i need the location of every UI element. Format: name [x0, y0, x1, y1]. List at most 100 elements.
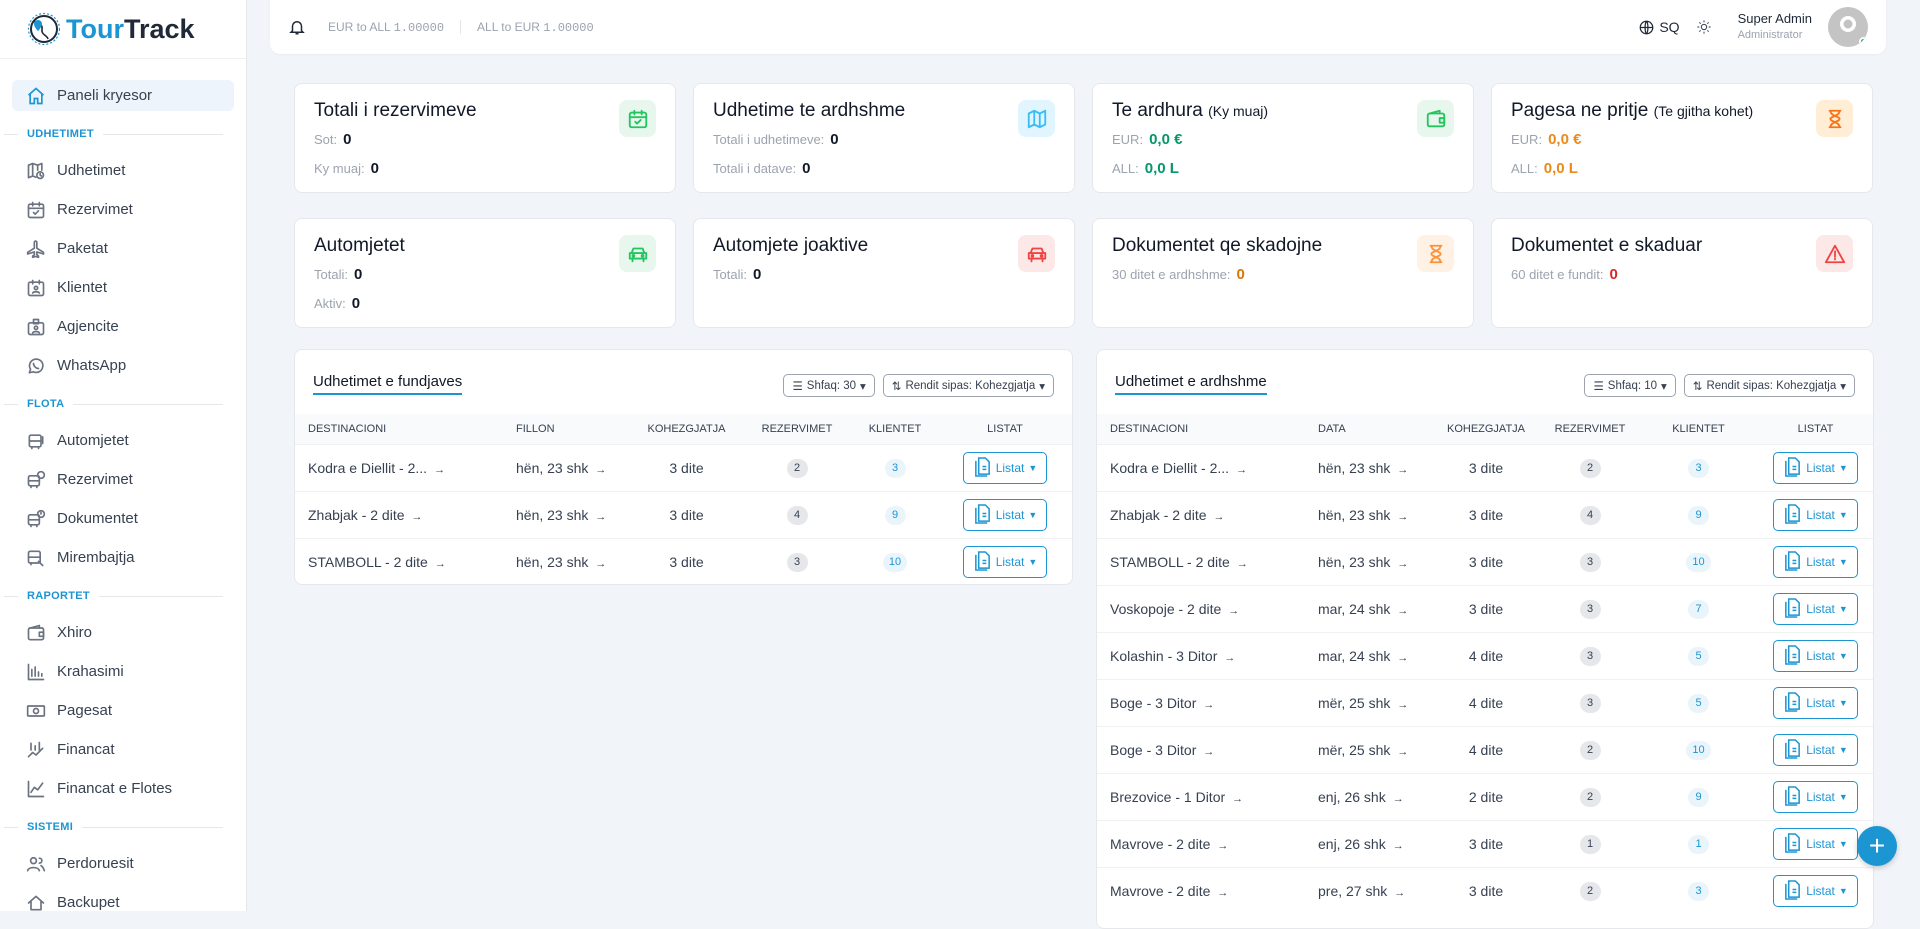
show-count-select[interactable]: ☰ Shfaq: 30 ▾: [783, 374, 875, 397]
destination-link[interactable]: Kolashin - 3 Ditor: [1110, 647, 1218, 664]
user-name: Super Admin: [1737, 11, 1812, 27]
card-title: Dokumentet qe skadojne: [1112, 235, 1323, 256]
sidebar-item-udhetimet[interactable]: Udhetimet: [0, 151, 246, 190]
table-row: Kolashin - 3 Ditor → mar, 24 shk → 4 dite …: [1097, 631, 1873, 679]
language-switcher[interactable]: SQ: [1639, 19, 1680, 35]
destination-link[interactable]: Zhabjak - 2 dite: [308, 506, 405, 523]
sidebar-item-pagesat[interactable]: Pagesat: [0, 691, 246, 730]
destination-link[interactable]: Voskopoje - 2 dite: [1110, 600, 1222, 617]
sidebar-item-rezervimet[interactable]: Rezervimet: [0, 190, 246, 229]
document-icon: [1785, 739, 1801, 759]
date-link[interactable]: enj, 26 shk: [1318, 788, 1386, 805]
sidebar-item-klientet[interactable]: Klientet: [0, 268, 246, 307]
listat-dropdown-button[interactable]: Listat ▼: [1773, 874, 1858, 907]
add-button[interactable]: +: [1857, 826, 1897, 866]
sidebar-item-dokumentet[interactable]: Dokumentet: [0, 499, 246, 538]
sidebar-item-label: Dokumentet: [57, 510, 138, 527]
date-link[interactable]: mër, 25 shk: [1318, 694, 1391, 711]
column-header[interactable]: KLIENTET: [854, 414, 936, 444]
bus-wrench-icon: [27, 550, 44, 566]
destination-link[interactable]: Mavrove - 2 dite: [1110, 835, 1211, 852]
sort-select[interactable]: ⇅ Rendit sipas: Kohezgjatja ▾: [1683, 374, 1855, 397]
sidebar-item-financat-e-flotes[interactable]: Financat e Flotes: [0, 769, 246, 808]
bell-icon[interactable]: [288, 18, 306, 36]
date-link[interactable]: pre, 27 shk: [1318, 882, 1388, 899]
date-link[interactable]: hën, 23 shk: [516, 553, 589, 570]
listat-dropdown-button[interactable]: Listat ▼: [1773, 451, 1858, 484]
sidebar-item-krahasimi[interactable]: Krahasimi: [0, 652, 246, 691]
table-row: Voskopoje - 2 dite → mar, 24 shk → 3 dite …: [1097, 584, 1873, 632]
listat-dropdown-button[interactable]: Listat ▼: [1773, 545, 1858, 578]
destination-link[interactable]: Boge - 3 Ditor: [1110, 741, 1197, 758]
listat-dropdown-button[interactable]: Listat ▼: [962, 451, 1048, 484]
avatar[interactable]: [1828, 7, 1868, 47]
date-link[interactable]: mar, 24 shk: [1318, 647, 1391, 664]
arrow-right-icon: →: [1232, 792, 1244, 805]
listat-dropdown-button[interactable]: Listat ▼: [1773, 592, 1858, 625]
column-header[interactable]: REZERVIMET: [740, 414, 854, 444]
destination-link[interactable]: Brezovice - 1 Ditor: [1110, 788, 1226, 805]
column-header[interactable]: KOHEZGJATJA: [1433, 414, 1539, 444]
sidebar-item-xhiro[interactable]: Xhiro: [0, 613, 246, 652]
destination-link[interactable]: STAMBOLL - 2 dite: [308, 553, 428, 570]
destination-link[interactable]: STAMBOLL - 2 dite: [1110, 553, 1230, 570]
listat-dropdown-button[interactable]: Listat ▼: [1773, 498, 1858, 531]
column-header[interactable]: FILLON: [503, 414, 633, 444]
document-icon: [1785, 504, 1801, 524]
sidebar-item-automjetet[interactable]: Automjetet: [0, 421, 246, 460]
badge-icon: [27, 318, 45, 335]
column-header[interactable]: LISTAT: [1756, 414, 1873, 444]
destination-link[interactable]: Kodra e Diellit - 2...: [1110, 459, 1230, 476]
date-link[interactable]: hën, 23 shk: [1318, 506, 1391, 523]
logo[interactable]: TourTrack: [0, 0, 246, 59]
sort-select[interactable]: ⇅ Rendit sipas: Kohezgjatja ▾: [882, 374, 1054, 397]
reservations-badge: 3: [1579, 552, 1601, 572]
sidebar-item-whatsapp[interactable]: WhatsApp: [0, 346, 246, 385]
column-header[interactable]: KLIENTET: [1641, 414, 1756, 444]
arrow-right-icon: →: [1397, 463, 1409, 476]
stat-card: Dokumentet e skaduar 60 ditet e fundit: 0: [1491, 218, 1873, 328]
arrow-right-icon: →: [411, 510, 423, 523]
user-info[interactable]: Super Admin Administrator: [1738, 11, 1812, 42]
date-link[interactable]: enj, 26 shk: [1318, 835, 1386, 852]
listat-dropdown-button[interactable]: Listat ▼: [1773, 780, 1858, 813]
reservations-badge: 1: [1579, 834, 1601, 854]
date-link[interactable]: mër, 25 shk: [1318, 741, 1391, 758]
listat-dropdown-button[interactable]: Listat ▼: [1773, 686, 1858, 719]
date-link[interactable]: mar, 24 shk: [1318, 600, 1391, 617]
sidebar-item-rezervimet[interactable]: Rezervimet: [0, 460, 246, 499]
listat-dropdown-button[interactable]: Listat ▼: [1773, 827, 1858, 860]
sidebar-item-financat[interactable]: Financat: [0, 730, 246, 769]
table-header: DESTINACIONI FILLON KOHEZGJATJA REZERVIMET K…: [295, 414, 1072, 444]
sidebar-item-paneli-kryesor[interactable]: Paneli kryesor: [12, 80, 234, 111]
date-link[interactable]: hën, 23 shk: [516, 506, 589, 523]
card-stat: EUR: 0,0 €: [1511, 131, 1582, 148]
date-link[interactable]: hën, 23 shk: [1318, 553, 1391, 570]
column-header[interactable]: DESTINACIONI: [295, 414, 503, 444]
sun-icon[interactable]: [1696, 19, 1712, 35]
column-header[interactable]: DATA: [1305, 414, 1433, 444]
sidebar-item-paketat[interactable]: Paketat: [0, 229, 246, 268]
sidebar-item-agjencite[interactable]: Agjencite: [0, 307, 246, 346]
sidebar-nav: Paneli kryesor UDHETIMET Udhetimet Rezervi…: [0, 59, 246, 911]
destination-link[interactable]: Mavrove - 2 dite: [1110, 882, 1211, 899]
sidebar-item-perdoruesit[interactable]: Perdoruesit: [0, 844, 246, 883]
listat-dropdown-button[interactable]: Listat ▼: [1773, 639, 1858, 672]
sidebar-item-mirembajtja[interactable]: Mirembajtja: [0, 538, 246, 577]
sidebar-item-backupet[interactable]: Backupet: [0, 883, 246, 911]
destination-link[interactable]: Zhabjak - 2 dite: [1110, 506, 1207, 523]
show-count-select[interactable]: ☰ Shfaq: 10 ▾: [1584, 374, 1676, 397]
listat-dropdown-button[interactable]: Listat ▼: [962, 545, 1048, 578]
column-header[interactable]: LISTAT: [936, 414, 1072, 444]
sidebar-item-label: Rezervimet: [57, 201, 133, 218]
destination-link[interactable]: Boge - 3 Ditor: [1110, 694, 1197, 711]
listat-dropdown-button[interactable]: Listat ▼: [1773, 733, 1858, 766]
column-header[interactable]: DESTINACIONI: [1097, 414, 1305, 444]
destination-link[interactable]: Kodra e Diellit - 2...: [308, 459, 428, 476]
caret-down-icon: ▼: [1838, 791, 1848, 802]
listat-dropdown-button[interactable]: Listat ▼: [962, 498, 1048, 531]
column-header[interactable]: REZERVIMET: [1539, 414, 1641, 444]
date-link[interactable]: hën, 23 shk: [1318, 459, 1391, 476]
column-header[interactable]: KOHEZGJATJA: [633, 414, 740, 444]
date-link[interactable]: hën, 23 shk: [516, 459, 589, 476]
